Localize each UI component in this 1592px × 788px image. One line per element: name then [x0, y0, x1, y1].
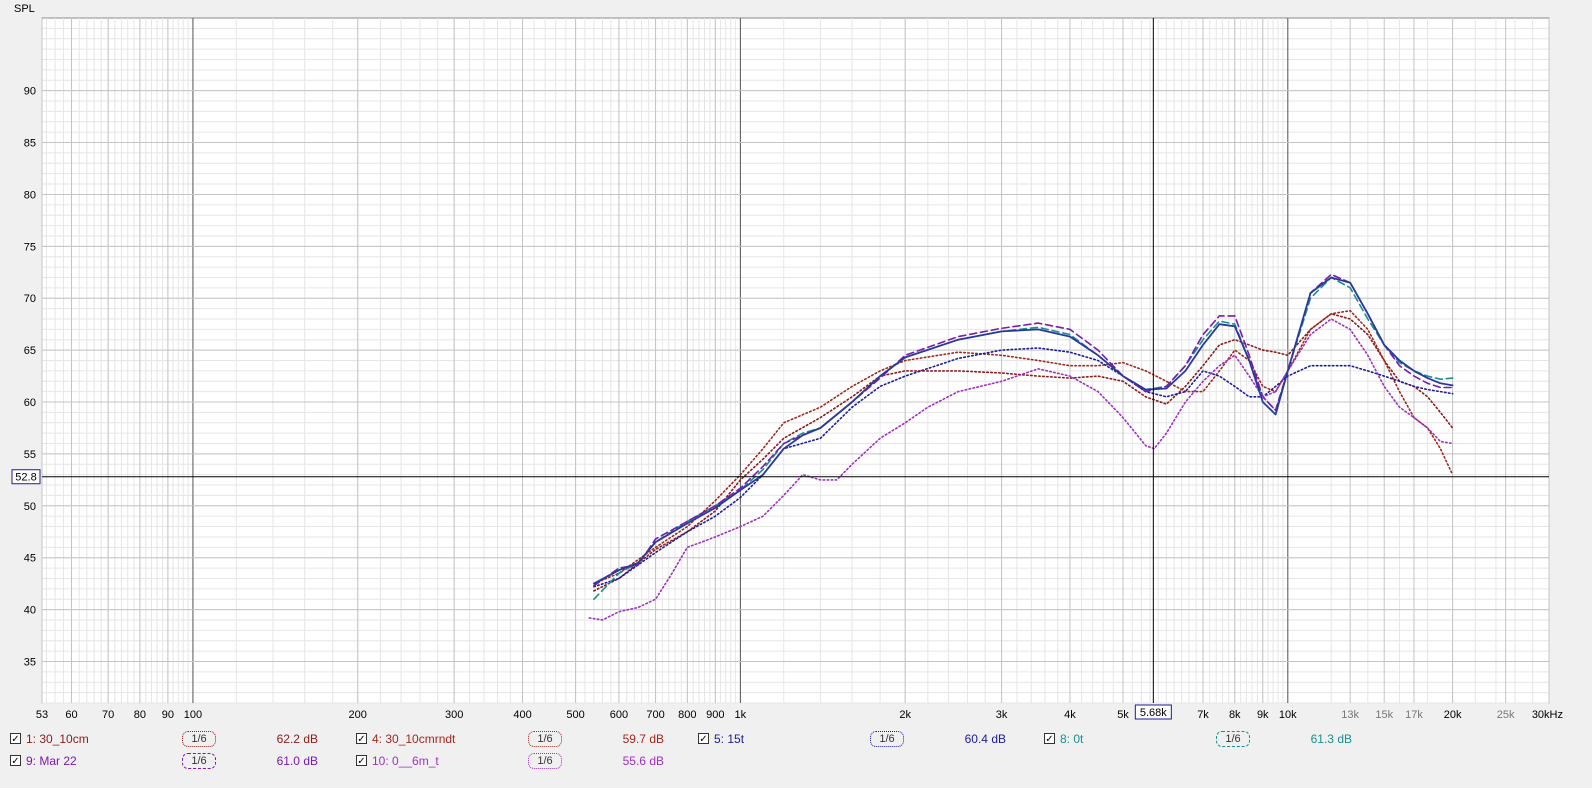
- x-tick-label: 30kHz: [1532, 709, 1563, 721]
- y-tick-label: 60: [24, 397, 36, 409]
- legend-series-name: 8: 0t: [1060, 732, 1084, 746]
- legend-entry[interactable]: ✓ 1: 30_10cm 1/6 62.2 dB: [10, 731, 350, 747]
- x-tick-label: 300: [445, 709, 463, 721]
- legend-level-value: 55.6 dB: [622, 754, 664, 768]
- major-grid: [41, 18, 1550, 703]
- y-tick-label: 75: [24, 241, 36, 253]
- legend-level-value: 59.7 dB: [622, 732, 664, 746]
- frequency-response-chart[interactable]: 5.68k 52.8 53 60 70 80 90 100 200 300 400 500 600 70…: [0, 0, 1592, 728]
- y-tick-label: 45: [24, 553, 36, 565]
- legend-checkbox[interactable]: ✓: [698, 733, 709, 745]
- legend-series-name: 9: Mar 22: [26, 754, 77, 768]
- x-tick-label: 8k: [1229, 709, 1241, 721]
- legend-level-value: 61.3 dB: [1310, 732, 1352, 746]
- cursor-x-readout: 5.68k: [1140, 707, 1167, 719]
- legend-entry[interactable]: ✓ 10: 0__6m_t 1/6 55.6 dB: [356, 753, 696, 769]
- cursor-y-readout: 52.8: [15, 472, 36, 484]
- y-tick-label: 55: [24, 449, 36, 461]
- legend-entry[interactable]: ✓ 4: 30_10cmrndt 1/6 59.7 dB: [356, 731, 696, 747]
- y-axis-label: SPL: [14, 3, 35, 15]
- series-line-6: [588, 318, 1454, 621]
- x-tick-label: 10k: [1279, 709, 1297, 721]
- cursor-y-readout-box: [11, 469, 41, 485]
- x-tick-label: 80: [134, 709, 146, 721]
- x-tick-label: 7k: [1197, 709, 1209, 721]
- x-tick-label: 100: [184, 709, 202, 721]
- legend-level-value: 62.2 dB: [276, 732, 318, 746]
- legend-entry[interactable]: ✓ 9: Mar 22 1/6 61.0 dB: [10, 753, 350, 769]
- series-line-2: [593, 309, 1454, 585]
- y-tick-label: 80: [24, 189, 36, 201]
- legend-series-name: 10: 0__6m_t: [372, 754, 439, 768]
- x-tick-label: 20k: [1444, 709, 1462, 721]
- y-tick-label: 40: [24, 605, 36, 617]
- y-tick-label: 70: [24, 293, 36, 305]
- y-tick-label: 65: [24, 345, 36, 357]
- y-tick-label: 35: [24, 656, 36, 668]
- legend-smoothing-button[interactable]: 1/6: [528, 731, 562, 747]
- y-tick-label: 85: [24, 138, 36, 150]
- x-tick-label: 25k: [1497, 709, 1515, 721]
- cursor-x-readout-box: [1134, 704, 1172, 720]
- x-tick-label: 700: [646, 709, 664, 721]
- x-tick-label: 17k: [1405, 709, 1423, 721]
- x-tick-label: 60: [65, 709, 77, 721]
- x-tick-label: 4k: [1064, 709, 1076, 721]
- legend-series-name: 1: 30_10cm: [26, 732, 89, 746]
- cursor[interactable]: 5.68k 52.8: [11, 18, 1549, 720]
- legend-smoothing-button[interactable]: 1/6: [182, 731, 216, 747]
- x-tick-label: 53: [36, 709, 48, 721]
- x-tick-label: 400: [513, 709, 531, 721]
- x-tick-label: 15k: [1375, 709, 1393, 721]
- y-tick-label: 50: [24, 501, 36, 513]
- x-tick-label: 600: [610, 709, 628, 721]
- x-tick-label: 2k: [899, 709, 911, 721]
- legend-checkbox[interactable]: ✓: [10, 733, 21, 745]
- x-axis-tick-labels: 53 60 70 80 90 100 200 300 400 500 600 700 800 900 1k 2…: [36, 709, 1563, 721]
- x-tick-label: 800: [678, 709, 696, 721]
- series-line-7: [593, 276, 1454, 585]
- legend-level-value: 61.0 dB: [276, 754, 318, 768]
- x-tick-label: 500: [566, 709, 584, 721]
- x-tick-label: 900: [706, 709, 724, 721]
- legend-smoothing-button[interactable]: 1/6: [528, 753, 562, 769]
- series-layer: [588, 273, 1454, 621]
- series-line-1: [593, 313, 1454, 592]
- legend-smoothing-button[interactable]: 1/6: [870, 731, 904, 747]
- legend-series-name: 5: 15t: [714, 732, 745, 746]
- legend-checkbox[interactable]: ✓: [356, 755, 367, 767]
- legend-entry[interactable]: ✓ 8: 0t 1/6 61.3 dB: [1044, 731, 1384, 747]
- legend-smoothing-button[interactable]: 1/6: [1216, 731, 1250, 747]
- legend-smoothing-button[interactable]: 1/6: [182, 753, 216, 769]
- x-tick-label: 13k: [1341, 709, 1359, 721]
- y-tick-label: 90: [24, 86, 36, 98]
- x-tick-label: 90: [162, 709, 174, 721]
- legend-series-name: 4: 30_10cmrndt: [372, 732, 456, 746]
- legend-checkbox[interactable]: ✓: [1044, 733, 1055, 745]
- x-tick-label: 3k: [996, 709, 1008, 721]
- legend-entry[interactable]: ✓ 5: 15t 1/6 60.4 dB: [698, 731, 1038, 747]
- x-tick-label: 9k: [1257, 709, 1269, 721]
- x-tick-label: 70: [102, 709, 114, 721]
- legend-checkbox[interactable]: ✓: [10, 755, 21, 767]
- legend-level-value: 60.4 dB: [964, 732, 1006, 746]
- x-tick-label: 200: [349, 709, 367, 721]
- x-tick-label: 5k: [1117, 709, 1129, 721]
- y-axis-tick-labels: 35 40 45 50 55 60 65 70 75 80 85 90: [24, 86, 36, 669]
- legend-checkbox[interactable]: ✓: [356, 733, 367, 745]
- x-tick-label: 1k: [735, 709, 747, 721]
